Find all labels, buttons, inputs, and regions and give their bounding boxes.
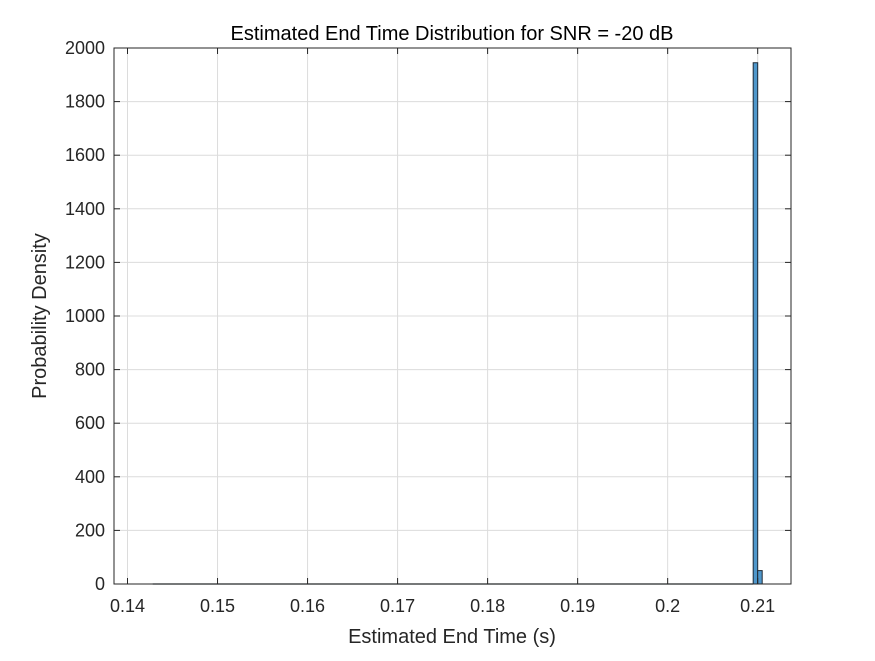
y-tick-label: 800 [75, 360, 105, 380]
x-axis-label: Estimated End Time (s) [348, 626, 556, 648]
histogram-bar [757, 570, 763, 585]
chart-title: Estimated End Time Distribution for SNR … [231, 23, 674, 45]
x-tick-label: 0.16 [290, 596, 325, 616]
y-tick-label: 1400 [65, 199, 105, 219]
x-tick-label: 0.15 [200, 596, 235, 616]
x-tick-labels: 0.14 0.15 0.16 0.17 0.18 0.19 0.2 0.21 [110, 596, 775, 616]
y-tick-label: 200 [75, 520, 105, 540]
y-tick-label: 1200 [65, 252, 105, 272]
y-tick-label: 600 [75, 413, 105, 433]
x-tick-label: 0.18 [470, 596, 505, 616]
y-tick-label: 400 [75, 467, 105, 487]
axis-ticks [114, 47, 791, 585]
y-axis-label: Probability Density [29, 233, 51, 399]
x-tick-label: 0.14 [110, 596, 145, 616]
y-tick-labels: 0 200 400 600 800 1000 1200 1400 1600 1800 2000 [65, 38, 105, 594]
histogram-bar [752, 62, 759, 585]
x-tick-label: 0.19 [560, 596, 595, 616]
y-tick-label: 1600 [65, 145, 105, 165]
y-tick-label: 2000 [65, 38, 105, 58]
x-tick-label: 0.2 [655, 596, 680, 616]
y-tick-label: 0 [95, 574, 105, 594]
x-tick-label: 0.17 [380, 596, 415, 616]
y-tick-label: 1800 [65, 92, 105, 112]
y-tick-label: 1000 [65, 306, 105, 326]
x-tick-label: 0.21 [740, 596, 775, 616]
